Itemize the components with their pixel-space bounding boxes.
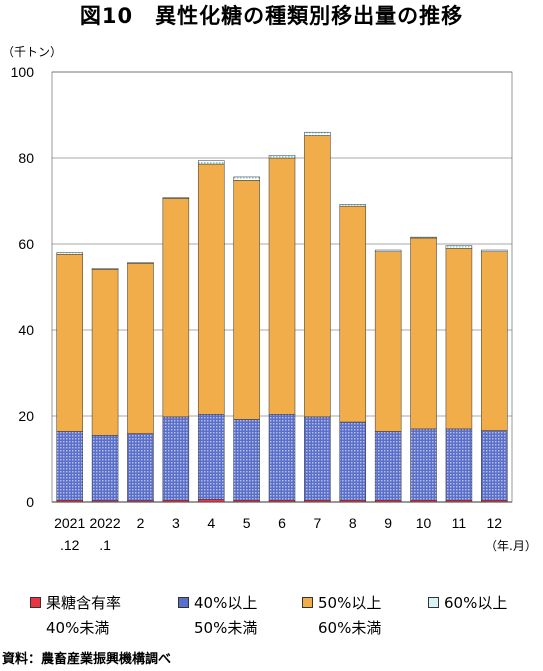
legend: 果糖含有率 40%未満 40%以上 50%未満 50%以上 60%未満 60%以…	[0, 590, 543, 650]
bar-segment-s40_50	[197, 414, 225, 500]
bar-segment-s50_60	[56, 254, 83, 432]
bar-segment-fructose_lt40	[481, 500, 508, 503]
bar-segment-fructose_lt40	[268, 500, 296, 503]
y-tick-label: 100	[11, 64, 35, 80]
x-tick-label: 2	[137, 515, 145, 531]
bar-segment-s40_50	[304, 416, 331, 501]
bar-segment-s50_60	[410, 237, 437, 430]
x-tick-label: 2021	[54, 515, 85, 531]
y-unit-label: （千トン）	[2, 45, 62, 59]
bar-segment-fructose_lt40	[197, 499, 225, 503]
bar-segment-fructose_lt40	[445, 500, 473, 503]
bar-segment-s40_50	[339, 421, 367, 501]
bar-segment-s60_plus	[374, 249, 402, 252]
y-tick-label: 40	[18, 322, 34, 338]
bar-segment-s40_50	[410, 428, 437, 501]
x-tick-label-sub: .12	[60, 537, 80, 553]
bar-segment-s40_50	[445, 428, 473, 501]
y-tick-label: 0	[26, 494, 34, 510]
bar-segment-s50_60	[481, 251, 508, 431]
bar-segment-s60_plus	[304, 131, 331, 136]
bar-segment-s40_50	[162, 416, 190, 501]
legend-swatch-blue	[178, 597, 189, 608]
bar-segment-fructose_lt40	[233, 500, 260, 503]
bar-segment-fructose_lt40	[162, 500, 190, 503]
bar-segment-fructose_lt40	[374, 500, 402, 503]
bar-segment-s50_60	[233, 180, 260, 420]
bar-segment-s60_plus	[268, 155, 296, 159]
bar-segment-s40_50	[91, 435, 119, 501]
bar-segment-s60_plus	[339, 204, 367, 207]
bar-segment-s50_60	[304, 135, 331, 418]
bar-segment-s60_plus	[481, 249, 508, 252]
chart-title: 図10 異性化糖の種類別移出量の推移	[79, 4, 464, 28]
x-tick-label: 7	[313, 515, 321, 531]
bar-segment-s50_60	[162, 198, 190, 418]
x-unit-label: （年.月）	[485, 539, 537, 553]
bar-segment-s40_50	[481, 430, 508, 501]
legend-swatch-red	[30, 597, 41, 608]
x-tick-label: 12	[487, 515, 503, 531]
x-tick-label: 5	[243, 515, 251, 531]
bar-segment-s50_60	[91, 269, 119, 436]
bar-segment-fructose_lt40	[339, 500, 367, 503]
bar-segment-s60_plus	[56, 252, 83, 255]
x-tick-label: 10	[416, 515, 432, 531]
y-tick-labels: 0 20 40 60 80 100	[11, 64, 35, 510]
x-tick-label: 6	[278, 515, 286, 531]
x-tick-label: 8	[349, 515, 357, 531]
bar-segment-s40_50	[233, 419, 260, 501]
y-tick-label: 80	[18, 150, 34, 166]
bar-segment-s60_plus	[197, 160, 225, 165]
bar-segment-s60_plus	[127, 262, 154, 264]
legend-swatch-orange	[302, 597, 313, 608]
bar-segment-s50_60	[127, 263, 154, 434]
y-tick-label: 20	[18, 408, 34, 424]
legend-swatch-cyan	[428, 597, 439, 608]
x-tick-label: 2022	[89, 515, 120, 531]
bar-segment-fructose_lt40	[304, 500, 331, 503]
bar-segment-s60_plus	[233, 176, 260, 181]
x-tick-label: 3	[172, 515, 180, 531]
x-tick-label-sub: .1	[99, 537, 111, 553]
y-tick-label: 60	[18, 236, 34, 252]
x-tick-label: 4	[207, 515, 215, 531]
bar-segment-s50_60	[339, 205, 367, 423]
bar-segment-s60_plus	[410, 236, 437, 239]
bars	[56, 131, 508, 503]
bar-segment-s40_50	[374, 431, 402, 501]
bar-segment-s40_50	[268, 414, 296, 501]
source-note: 資料：農畜産業振興機構調べ	[2, 652, 172, 667]
bar-segment-s40_50	[127, 433, 154, 501]
bar-segment-s50_60	[374, 251, 402, 432]
bar-segment-s50_60	[445, 248, 473, 430]
x-tick-label: 9	[384, 515, 392, 531]
x-tick-label: 11	[452, 515, 467, 531]
bar-segment-fructose_lt40	[410, 500, 437, 503]
bar-segment-s60_plus	[162, 197, 190, 199]
bar-segment-s50_60	[268, 157, 296, 415]
bar-segment-s50_60	[197, 163, 225, 415]
bar-segment-s40_50	[56, 431, 83, 501]
bar-segment-s60_plus	[91, 268, 119, 270]
bar-segment-s60_plus	[445, 245, 473, 249]
bar-segment-fructose_lt40	[56, 500, 83, 503]
